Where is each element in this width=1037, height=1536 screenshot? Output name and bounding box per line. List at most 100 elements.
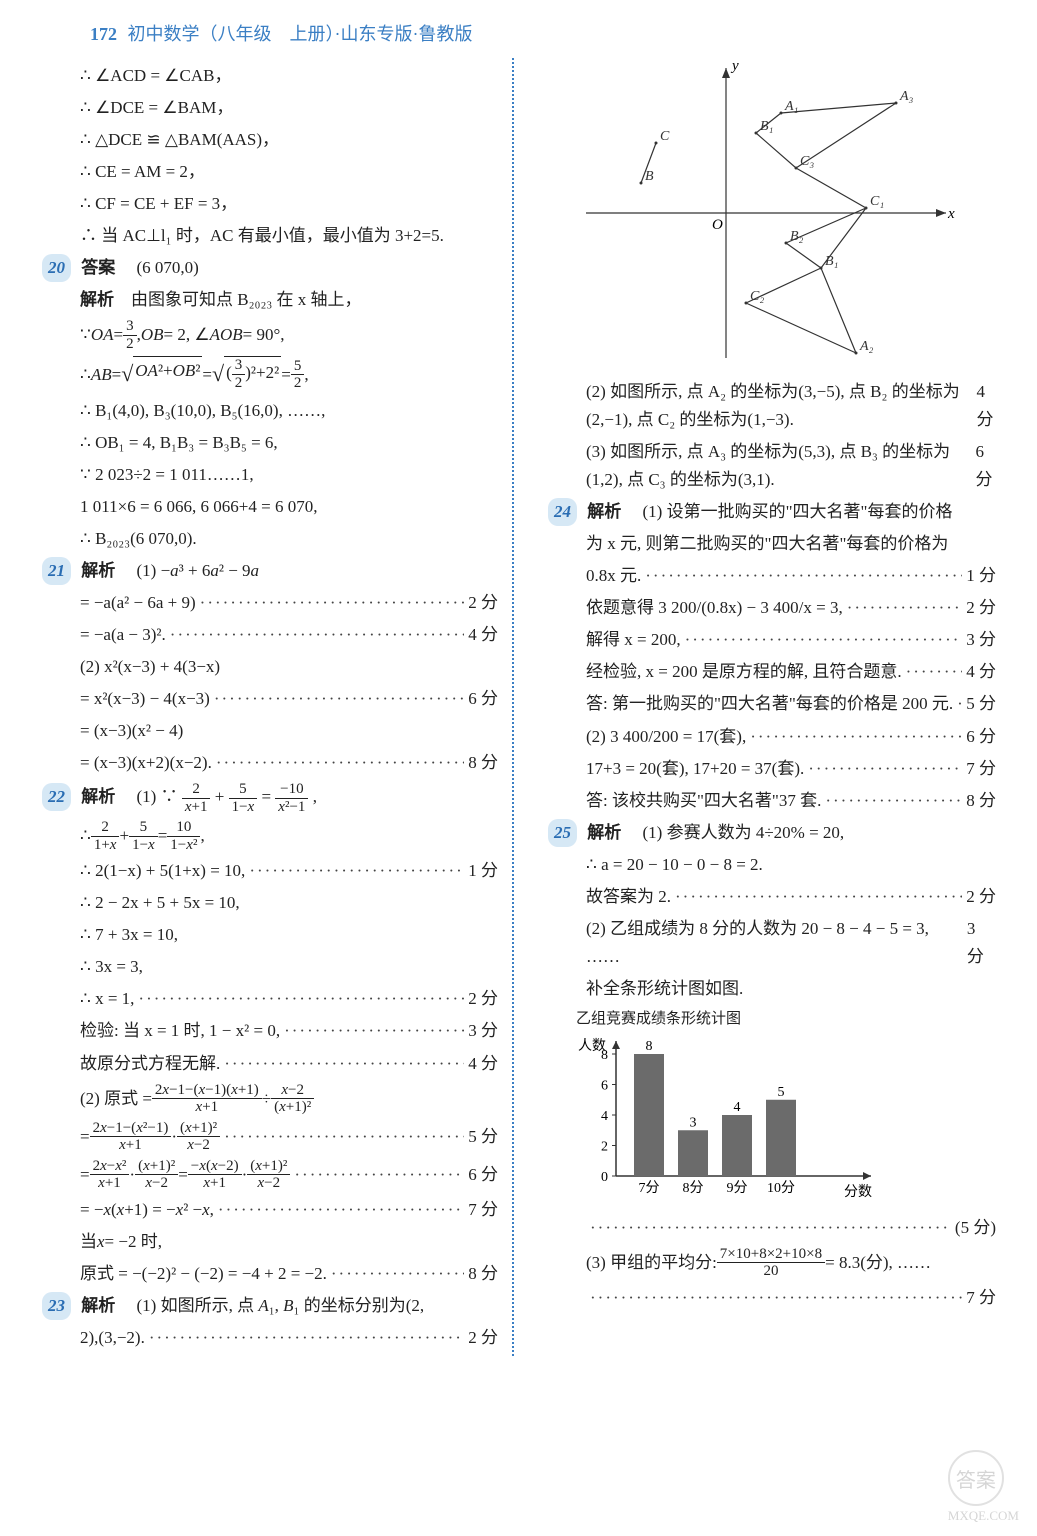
text-line: ∴ CF = CE + EF = 3， <box>80 190 498 218</box>
q25-s3b: 7 分 <box>586 1284 996 1312</box>
svg-text:x: x <box>947 206 955 222</box>
text-line: (2) 3 400/200 = 17(套),6 分 <box>586 723 996 751</box>
text-line: ∴ 3x = 3, <box>80 953 498 981</box>
q22-s2: ∴ 21+x + 51−x = 101−x² , <box>80 819 498 853</box>
watermark: 答案 MXQE.COM <box>948 1450 1019 1524</box>
q22-s13: = −x(x+1) = −x² − x,7 分 <box>80 1196 498 1224</box>
svg-text:B₁: B₁ <box>760 119 773 134</box>
svg-text:3: 3 <box>690 1115 697 1130</box>
svg-text:A₃: A₃ <box>899 89 914 104</box>
q24: 24 解析 (1) 设第一批购买的"四大名著"每套的价格 <box>548 498 996 526</box>
text-line: 答: 第一批购买的"四大名著"每套的价格是 200 元.5 分 <box>586 690 996 718</box>
svg-text:B₂: B₂ <box>790 229 804 244</box>
right-column: Ox y C B A₁ B₁ A₃ C₃ C₁ B₂ B₁ C₂ A₂ (2) 如图所示, 点 A₂ 的… <box>518 58 996 1356</box>
svg-text:C₂: C₂ <box>750 289 764 304</box>
left-column: ∴ ∠ACD = ∠CAB， ∴ ∠DCE = ∠BAM， ∴ △DCE ≌ △BA… <box>30 58 508 1356</box>
text-line: ∴ △DCE ≌ △BAM(AAS)， <box>80 126 498 154</box>
q22-s11: = 2x−1−(x²−1)x+1 · (x+1)²x−25 分 <box>80 1120 498 1154</box>
q22-s15: 原式 = −(−2)² − (−2) = −4 + 2 = −2.8 分 <box>80 1260 498 1288</box>
q22-s12: = 2x−x²x+1 · (x+1)²x−2 = −x(x−2)x+1 · (x… <box>80 1158 498 1192</box>
q25: 25 解析 (1) 参赛人数为 4÷20% = 20, <box>548 819 996 847</box>
page-number: 172 <box>90 24 117 44</box>
q23-s1b: 2),(3,−2).2 分 <box>80 1324 498 1352</box>
svg-text:分数: 分数 <box>844 1184 872 1200</box>
text-line: ∴ ∠DCE = ∠BAM， <box>80 94 498 122</box>
text-line: ∴ 2(1−x) + 5(1+x) = 10,1 分 <box>80 857 498 885</box>
svg-text:9分: 9分 <box>727 1180 748 1196</box>
svg-text:0: 0 <box>601 1170 608 1185</box>
q22: 22 解析 (1) ∵ 2x+1 + 51−x = −10x²−1 , <box>42 781 498 815</box>
text-line: 补全条形统计图如图. <box>586 975 996 1003</box>
q20: 20 答案 (6 070,0) <box>42 254 498 282</box>
text-line: ∴ 当 AC⊥l₁ 时，AC 有最小值，最小值为 3+2=5. <box>80 222 498 250</box>
q22-s14: 当 x = −2 时, <box>80 1228 498 1256</box>
svg-text:C₃: C₃ <box>800 154 814 169</box>
svg-text:B: B <box>645 169 654 184</box>
q20-analysis-head: 解析 由图象可知点 B₂₀₂₃ 在 x 轴上， <box>80 286 498 314</box>
svg-text:5: 5 <box>778 1085 785 1100</box>
text-line: 检验: 当 x = 1 时, 1 − x² = 0,3 分 <box>80 1017 498 1045</box>
text-line: ∵ 2 023÷2 = 1 011……1, <box>80 461 498 489</box>
svg-text:6: 6 <box>601 1078 608 1093</box>
text-line: ∴ CE = AM = 2， <box>80 158 498 186</box>
bar-chart-title: 乙组竞赛成绩条形统计图 <box>576 1007 996 1028</box>
text-line: (3) 如图所示, 点 A₃ 的坐标为(5,3), 点 B₃ 的坐标为(1,2)… <box>586 438 996 494</box>
q21: 21 解析 (1) −a³ + 6a² − 9a <box>42 557 498 585</box>
q20-answer: (6 070,0) <box>137 258 199 277</box>
q22-s10: (2) 原式 = 2x−1−(x−1)(x+1)x+1 ÷ x−2(x+1)² <box>80 1082 498 1116</box>
svg-text:8: 8 <box>601 1048 608 1063</box>
text-line: ∴ x = 1,2 分 <box>80 985 498 1013</box>
chart-score: (5 分) <box>586 1214 996 1242</box>
svg-text:C₁: C₁ <box>870 194 884 209</box>
text-line: 依题意得 3 200/(0.8x) − 3 400/x = 3,2 分 <box>586 594 996 622</box>
text-line: = −a(a² − 6a + 9)2 分 <box>80 589 498 617</box>
q20-num: 20 <box>42 254 71 282</box>
content-columns: ∴ ∠ACD = ∠CAB， ∴ ∠DCE = ∠BAM， ∴ △DCE ≌ △BA… <box>30 58 1007 1356</box>
column-divider <box>512 58 514 1356</box>
text-line: ∴ B₁(4,0), B₃(10,0), B₅(16,0), ……, <box>80 397 498 425</box>
text-line: = x²(x−3) − 4(x−3)6 分 <box>80 685 498 713</box>
text-line: 故答案为 2.2 分 <box>586 883 996 911</box>
text-line: = (x−3)(x+2)(x−2).8 分 <box>80 749 498 777</box>
svg-text:B₁: B₁ <box>825 254 838 269</box>
text-line: ∴ OB₁ = 4, B₁B₃ = B₃B₅ = 6, <box>80 429 498 457</box>
text-line: ∴ 7 + 3x = 10, <box>80 921 498 949</box>
svg-text:y: y <box>730 58 739 74</box>
text-line: 答: 该校共购买"四大名著"37 套.8 分 <box>586 787 996 815</box>
text-line: 17+3 = 20(套), 17+20 = 37(套).7 分 <box>586 755 996 783</box>
svg-text:4: 4 <box>601 1109 608 1124</box>
text-line: ∴ ∠ACD = ∠CAB， <box>80 62 498 90</box>
text-line: ∴ B₂₀₂₃(6 070,0). <box>80 525 498 553</box>
svg-text:C: C <box>660 129 670 144</box>
text-line: = (x−3)(x² − 4) <box>80 717 498 745</box>
bar-chart: 人数分数0246887分38分49分510分 <box>576 1036 876 1206</box>
text-line: 经检验, x = 200 是原方程的解, 且符合题意.4 分 <box>586 658 996 686</box>
text-line: 解得 x = 200,3 分 <box>586 626 996 654</box>
svg-text:8分: 8分 <box>683 1180 704 1196</box>
svg-text:A₁: A₁ <box>784 99 798 114</box>
svg-text:10分: 10分 <box>767 1180 795 1196</box>
text-line: ∴ a = 20 − 10 − 0 − 8 = 2. <box>586 851 996 879</box>
text-line: 故原分式方程无解.4 分 <box>80 1050 498 1078</box>
q25-s3: (3) 甲组的平均分: 7×10+8×2+10×820 = 8.3(分), …… <box>586 1246 996 1280</box>
svg-text:4: 4 <box>734 1100 741 1115</box>
text-line: 1 011×6 = 6 066, 6 066+4 = 6 070, <box>80 493 498 521</box>
text-line: (2) 乙组成绩为 8 分的人数为 20 − 8 − 4 − 5 = 3, ……… <box>586 915 996 971</box>
svg-text:8: 8 <box>646 1039 653 1054</box>
text-line: ∴ 2 − 2x + 5 + 5x = 10, <box>80 889 498 917</box>
text-line: (2) 如图所示, 点 A₂ 的坐标为(3,−5), 点 B₂ 的坐标为(2,−… <box>586 378 996 434</box>
answer-label: 答案 <box>81 258 115 277</box>
text-line: 为 x 元, 则第二批购买的"四大名著"每套的价格为 <box>586 530 996 558</box>
svg-text:2: 2 <box>601 1139 608 1154</box>
svg-text:7分: 7分 <box>639 1180 660 1196</box>
text-line: (2) x²(x−3) + 4(3−x) <box>80 653 498 681</box>
page-header: 172 初中数学（八年级 上册）·山东专版·鲁教版 <box>30 20 1007 46</box>
text-line: 0.8x 元.1 分 <box>586 562 996 590</box>
page-title: 初中数学（八年级 上册）·山东专版·鲁教版 <box>128 24 473 44</box>
q20-l2: ∴ AB = √OA²+OB² = √(32)²+2² = 52 , <box>80 356 498 392</box>
coordinate-diagram: Ox y C B A₁ B₁ A₃ C₃ C₁ B₂ B₁ C₂ A₂ <box>576 58 956 368</box>
svg-text:A₂: A₂ <box>859 339 874 354</box>
svg-text:O: O <box>712 217 723 233</box>
q20-l1: ∵ OA = 32 , OB = 2, ∠AOB = 90°, <box>80 318 498 352</box>
q23: 23 解析 (1) 如图所示, 点 A₁, B₁ 的坐标分别为(2, <box>42 1292 498 1320</box>
